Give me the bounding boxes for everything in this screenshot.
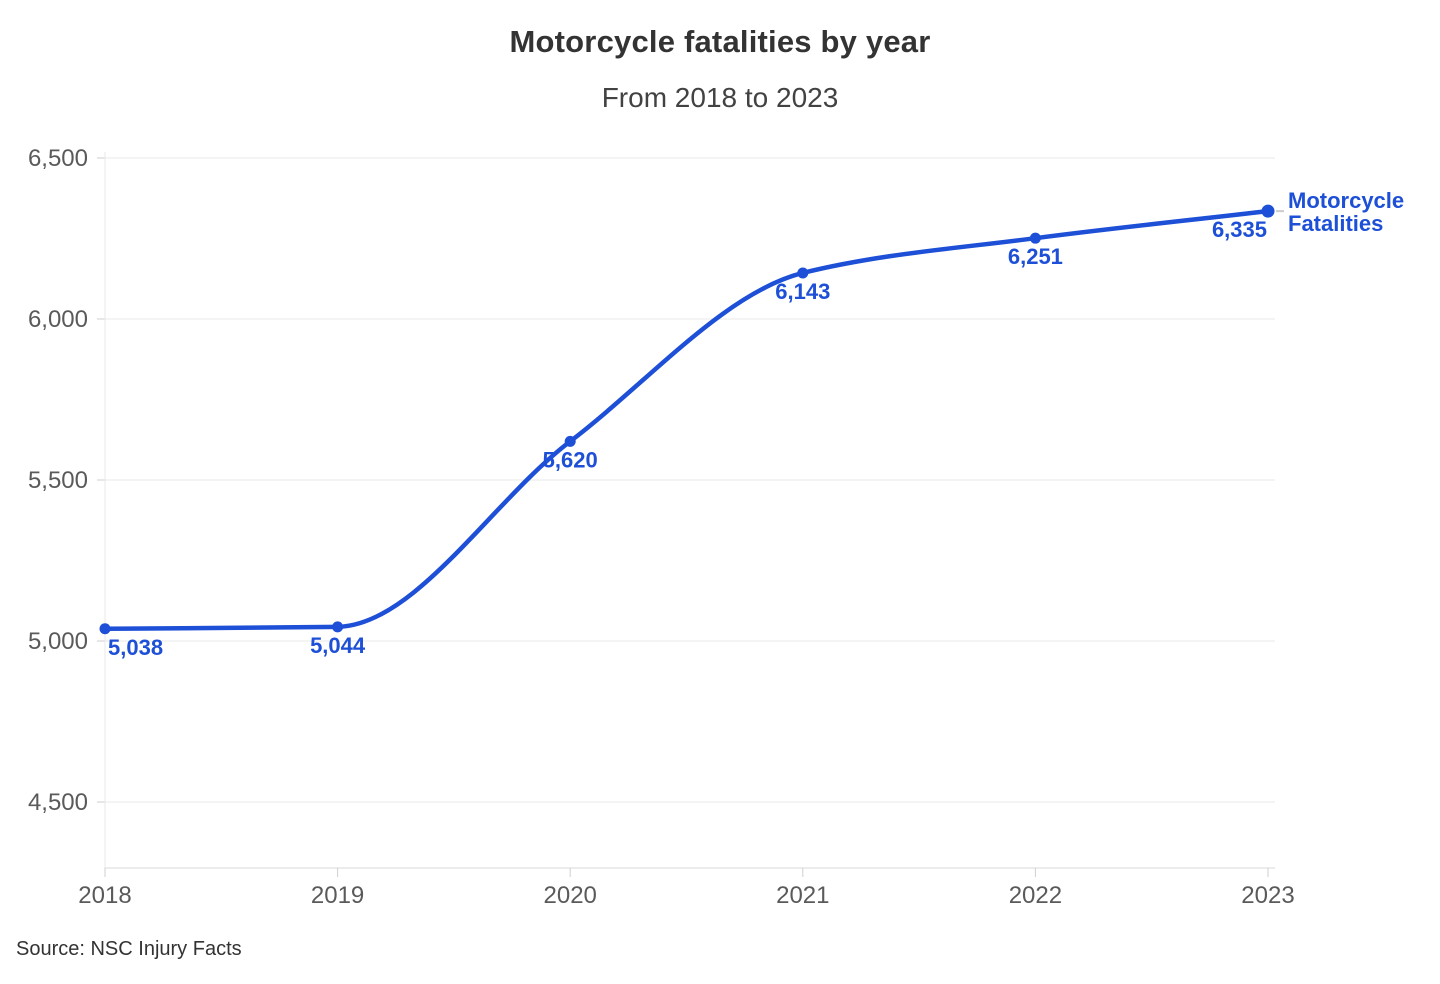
chart-subtitle: From 2018 to 2023: [601, 82, 839, 113]
data-point-marker: [1029, 232, 1041, 244]
x-axis-label: 2018: [78, 882, 131, 909]
source-attribution: Source: NSC Injury Facts: [16, 938, 242, 960]
data-point-label: 5,038: [108, 635, 163, 660]
data-point-label: 5,044: [310, 633, 366, 658]
series-legend-label: Fatalities: [1288, 211, 1383, 236]
y-axis-label: 5,000: [28, 628, 88, 655]
x-axis-label: 2021: [776, 882, 829, 909]
fatalities-trend-line: [102, 208, 1271, 632]
x-axis-label: 2023: [1241, 882, 1294, 909]
data-point-label: 6,335: [1212, 217, 1267, 242]
data-point-label: 5,620: [543, 447, 598, 472]
data-point-marker: [332, 621, 344, 633]
series-legend-label: Motorcycle: [1288, 188, 1404, 213]
data-point-marker: [99, 623, 111, 635]
x-axis-label: 2020: [544, 882, 597, 909]
x-axis-label: 2022: [1009, 882, 1062, 909]
y-axis-label: 6,500: [28, 145, 88, 172]
data-point-label: 6,143: [775, 279, 830, 304]
y-axis-label: 5,500: [28, 467, 88, 494]
x-axis-label: 2019: [311, 882, 364, 909]
y-axis-label: 6,000: [28, 306, 88, 333]
y-axis-label: 4,500: [28, 789, 88, 816]
data-point-marker: [797, 267, 809, 279]
data-point-label: 6,251: [1008, 244, 1063, 269]
chart-title: Motorcycle fatalities by year: [509, 24, 931, 59]
data-point-marker: [1261, 204, 1275, 218]
data-point-marker: [564, 435, 576, 447]
